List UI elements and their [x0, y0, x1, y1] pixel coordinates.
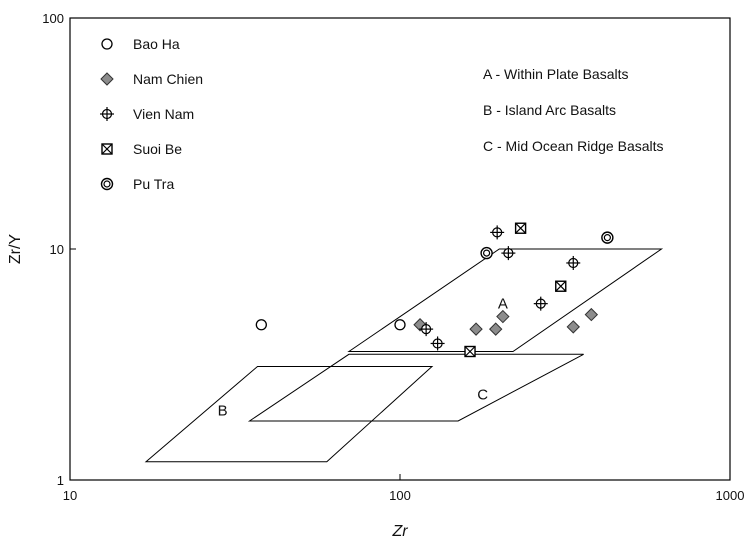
point-bao-ha-shape	[394, 319, 406, 331]
field-a-boundary	[347, 248, 664, 352]
legend-label-nam-chien: Nam Chien	[133, 71, 203, 87]
field-b-label: B	[218, 402, 228, 419]
point-vien-nam	[419, 322, 434, 337]
point-pu-tra	[480, 246, 493, 260]
legend-marker-nam-chien	[100, 72, 114, 86]
legend: Bao Ha Nam Chien Vien Nam Suoi Be Pu Tra	[100, 36, 203, 192]
point-bao-ha	[394, 319, 406, 331]
point-nam-chien-shape	[489, 322, 503, 336]
legend-marker-bao-ha-shape	[101, 38, 113, 50]
x-tick-label: 1000	[716, 488, 745, 503]
point-suoi-be	[514, 222, 527, 234]
point-nam-chien	[566, 320, 580, 334]
point-nam-chien	[496, 309, 510, 324]
y-axis-title: Zr/Y	[7, 234, 24, 265]
legend-marker-vien-nam	[100, 107, 114, 121]
point-suoi-be	[464, 345, 476, 358]
point-vien-nam	[430, 336, 445, 351]
point-pu-tra-inner	[483, 249, 491, 257]
point-nam-chien	[469, 322, 483, 336]
point-suoi-be	[555, 280, 567, 292]
point-pu-tra	[601, 231, 614, 244]
x-tick-label: 100	[389, 488, 411, 503]
point-vien-nam	[533, 296, 548, 311]
field-key-item: A - Within Plate Basalts	[483, 66, 629, 82]
classification-fields: A B C	[144, 248, 664, 463]
point-nam-chien-shape	[496, 309, 510, 324]
point-bao-ha	[255, 319, 267, 331]
field-key-item: B - Island Arc Basalts	[483, 102, 616, 118]
legend-marker-nam-chien-shape	[100, 72, 114, 86]
point-nam-chien-shape	[566, 320, 580, 334]
field-key-item: C - Mid Ocean Ridge Basalts	[483, 138, 664, 154]
point-bao-ha-shape	[255, 319, 267, 331]
field-c-boundary	[247, 353, 584, 422]
field-key: A - Within Plate Basalts B - Island Arc B…	[483, 66, 664, 154]
x-tick-label: 10	[63, 488, 77, 503]
point-suoi-be-diag2	[555, 280, 567, 292]
legend-marker-pu-tra-inner	[103, 180, 111, 188]
point-nam-chien	[489, 322, 503, 336]
y-tick-label: 1	[57, 473, 64, 488]
legend-marker-pu-tra	[100, 177, 114, 191]
point-nam-chien	[584, 307, 599, 322]
field-a-label: A	[498, 296, 508, 313]
legend-marker-suoi-be-diag2	[101, 143, 113, 155]
legend-label-suoi-be: Suoi Be	[133, 141, 182, 157]
data-points	[255, 222, 614, 358]
field-c-label: C	[477, 386, 488, 403]
y-tick-label: 100	[42, 11, 64, 26]
point-nam-chien-shape	[584, 307, 599, 322]
point-suoi-be-diag2	[464, 346, 476, 357]
legend-marker-suoi-be	[101, 143, 113, 155]
point-vien-nam	[566, 255, 581, 270]
legend-label-bao-ha: Bao Ha	[133, 36, 180, 52]
point-vien-nam	[490, 225, 505, 240]
legend-marker-bao-ha	[101, 38, 113, 50]
field-b-boundary	[144, 366, 434, 463]
legend-label-pu-tra: Pu Tra	[133, 176, 174, 192]
point-suoi-be-diag2	[515, 222, 527, 234]
point-vien-nam	[501, 246, 516, 261]
point-pu-tra-inner	[603, 234, 611, 242]
legend-label-vien-nam: Vien Nam	[133, 106, 194, 122]
point-nam-chien-shape	[469, 322, 483, 336]
x-axis-title: Zr	[391, 523, 408, 540]
y-tick-label: 10	[50, 242, 64, 257]
